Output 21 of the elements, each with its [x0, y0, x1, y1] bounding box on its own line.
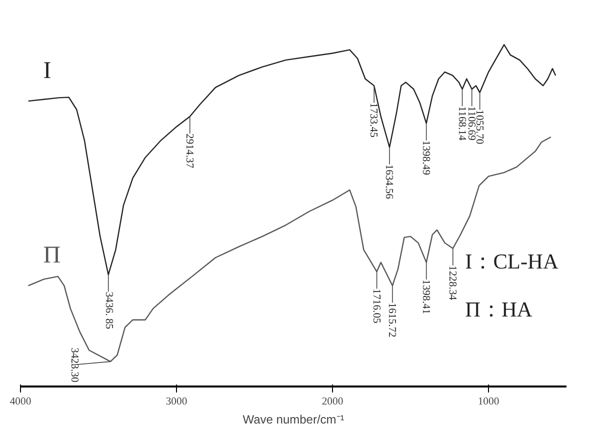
annotation: 1716.05 [370, 288, 382, 324]
annotation: Π：HA [465, 298, 533, 322]
annotation: 1398.49 [420, 140, 431, 176]
annotation: 1615.72 [386, 302, 397, 338]
series-label: Π [43, 242, 61, 269]
x-tick-label: 4000 [10, 396, 32, 408]
annotation: 1168.14 [456, 106, 467, 142]
annotation: I：CL-HA [465, 250, 559, 274]
x-axis-title: Wave number/cm⁻¹ [242, 412, 344, 426]
annotation: 1228.34 [446, 265, 458, 301]
x-tick-label: 1000 [478, 396, 500, 408]
series-label: I [43, 58, 52, 84]
annotation: 1398.41 [420, 280, 431, 314]
annotation: 1106.69 [465, 106, 476, 140]
x-tick-label: 2000 [322, 396, 344, 408]
annotation: 1634.56 [383, 164, 394, 200]
annotation: 3436. 85 [102, 292, 114, 330]
x-tick-label: 3000 [166, 396, 188, 408]
annotation: 1733.45 [368, 102, 379, 138]
annotation: 2914.37 [183, 134, 194, 169]
annotation: 3423.30 [68, 348, 80, 382]
